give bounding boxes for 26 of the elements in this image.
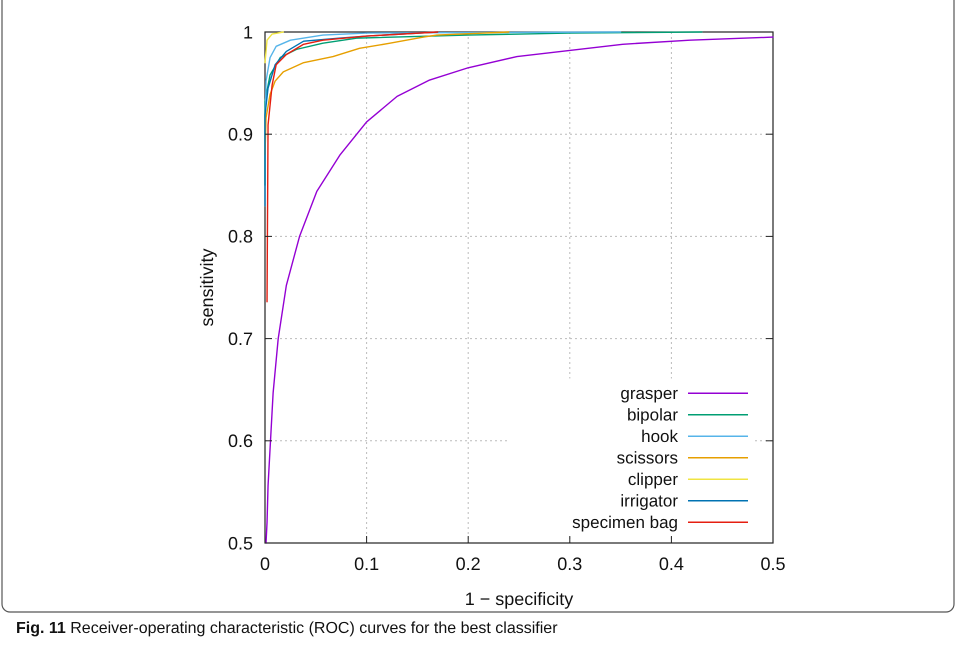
x-tick-label: 0.3 bbox=[557, 554, 582, 574]
y-tick-label: 1 bbox=[242, 22, 253, 42]
x-tick-label: 0.4 bbox=[658, 554, 684, 574]
y-tick-label: 0.6 bbox=[228, 431, 253, 452]
legend-label: clipper bbox=[628, 470, 678, 490]
y-tick-label: 0.7 bbox=[228, 328, 253, 349]
x-tick-label: 0.2 bbox=[456, 554, 481, 574]
caption: Fig. 11 Receiver-operating characteristic (ROC) curves for the best classifier bbox=[16, 620, 558, 637]
legend-label: hook bbox=[641, 427, 678, 446]
y-axis-title: sensitivity bbox=[197, 248, 217, 327]
legend-label: bipolar bbox=[626, 406, 678, 425]
y-tick-label: 0.9 bbox=[228, 124, 253, 144]
y-tick-label: 0.5 bbox=[228, 533, 253, 554]
y-tick-label: 0.8 bbox=[228, 226, 253, 247]
x-tick-label: 0.5 bbox=[760, 554, 786, 574]
line-series bbox=[266, 31, 438, 303]
x-tick-label: 0.1 bbox=[354, 554, 380, 574]
legend-label: grasper bbox=[620, 384, 678, 404]
x-tick-label: 0 bbox=[260, 554, 270, 574]
line-series bbox=[265, 36, 774, 544]
line-series bbox=[264, 31, 284, 64]
legend-label: scissors bbox=[616, 448, 678, 468]
legend-label: irrigator bbox=[620, 492, 678, 511]
x-axis-title: 1 − specificity bbox=[464, 589, 574, 609]
legend-label: specimen bag bbox=[572, 513, 678, 532]
line-series bbox=[264, 31, 510, 156]
